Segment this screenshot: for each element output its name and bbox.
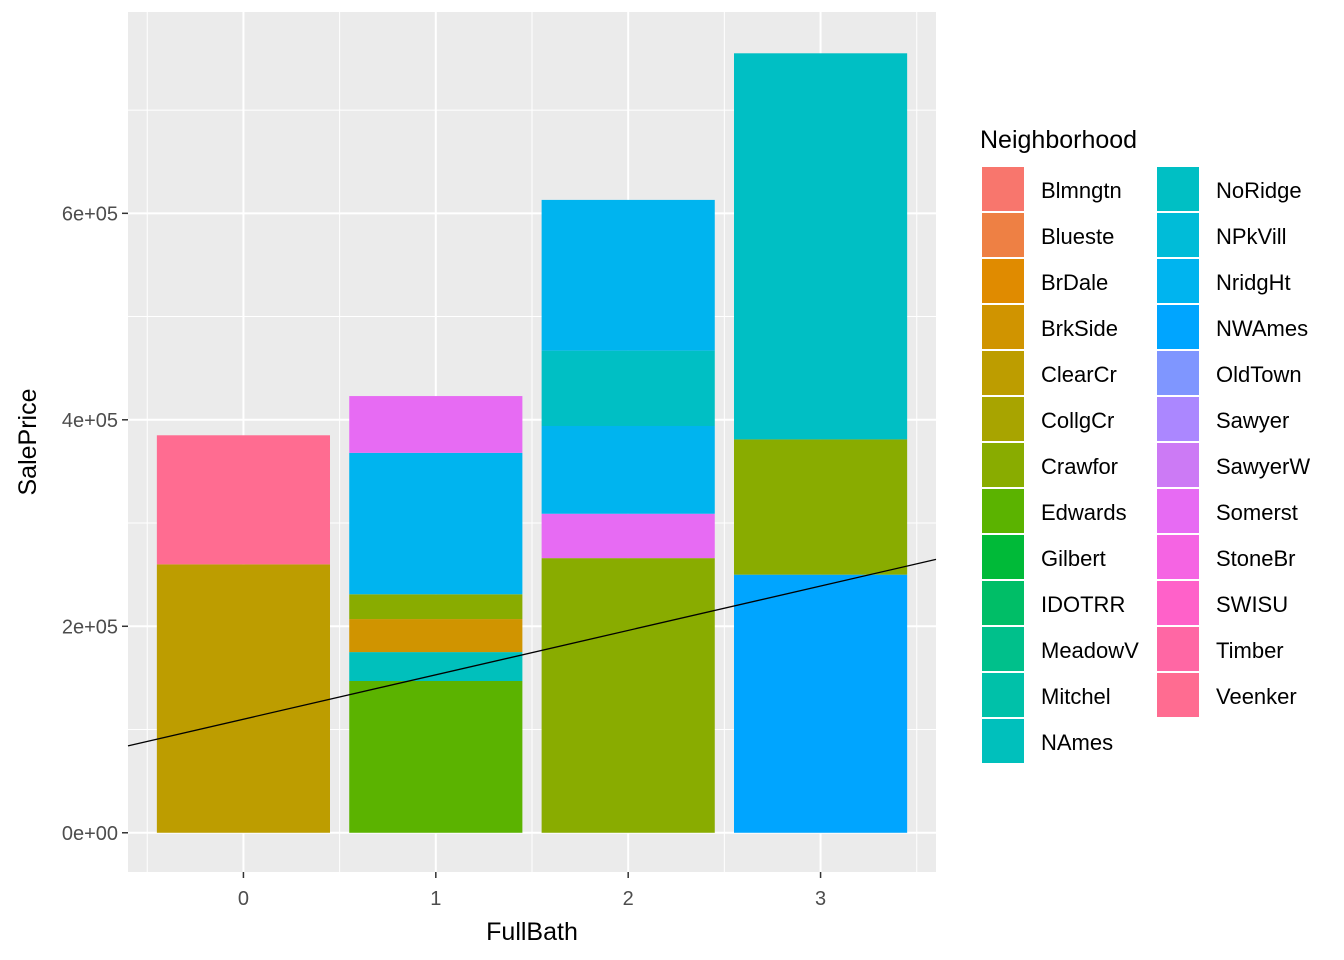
- bar-segment-edwards: [349, 681, 523, 833]
- y-axis-title: SalePrice: [14, 389, 42, 496]
- legend-label-brkside: BrkSide: [1041, 316, 1118, 341]
- legend-key-veenker: [1157, 673, 1199, 717]
- legend-label-veenker: Veenker: [1216, 684, 1297, 709]
- bar-segment-crawfor: [734, 439, 908, 575]
- legend-label-oldtown: OldTown: [1216, 362, 1302, 387]
- legend-label-blueste: Blueste: [1041, 224, 1114, 249]
- legend-label-timber: Timber: [1216, 638, 1284, 663]
- x-axis: 0 1 2 3: [238, 872, 826, 910]
- legend-key-crawfor: [982, 443, 1024, 487]
- bar-segment-noridge: [734, 53, 908, 440]
- legend-key-idotrr: [982, 581, 1024, 625]
- trend-line: [127, 558, 937, 747]
- legend-key-timber: [1157, 627, 1199, 671]
- bar-segment-crawfor: [349, 594, 523, 620]
- legend-key-edwards: [982, 489, 1024, 533]
- legend-label-names: NAmes: [1041, 730, 1113, 755]
- bar-segment-somerst: [349, 396, 523, 453]
- bars-layer: [156, 53, 908, 833]
- legend-label-sawyer: Sawyer: [1216, 408, 1289, 433]
- y-tick-label: 2e+05: [62, 616, 118, 638]
- bar-segment-noridge: [541, 350, 715, 426]
- legend-key-mitchel: [982, 673, 1024, 717]
- legend-key-noridge: [1157, 167, 1199, 211]
- bar-segment-brkside: [349, 619, 523, 653]
- legend-label-somerst: Somerst: [1216, 500, 1298, 525]
- x-axis-title: FullBath: [486, 918, 578, 946]
- legend-key-brdale: [982, 259, 1024, 303]
- legend: Neighborhood Blmngtn Blueste BrDale BrkSide…: [980, 126, 1310, 763]
- legend-label-crawfor: Crawfor: [1041, 454, 1118, 479]
- legend-key-swisu: [1157, 581, 1199, 625]
- legend-label-edwards: Edwards: [1041, 500, 1127, 525]
- legend-key-collgcr: [982, 397, 1024, 441]
- y-axis: 0e+00 2e+05 4e+05 6e+05: [62, 203, 128, 845]
- bar-segment-veenker: [156, 435, 330, 565]
- bar-segment-crawfor: [541, 558, 715, 833]
- legend-label-collgcr: CollgCr: [1041, 408, 1114, 433]
- bar-segment-nridght: [349, 452, 523, 595]
- y-tick-label: 4e+05: [62, 410, 118, 432]
- bar-segment-nwames: [734, 574, 908, 833]
- legend-label-blmngtn: Blmngtn: [1041, 178, 1122, 203]
- legend-label-stonebr: StoneBr: [1216, 546, 1296, 571]
- legend-key-gilbert: [982, 535, 1024, 579]
- legend-label-noridge: NoRidge: [1216, 178, 1302, 203]
- legend-key-sawyerw: [1157, 443, 1199, 487]
- legend-label-npkvill: NPkVill: [1216, 224, 1287, 249]
- legend-key-somerst: [1157, 489, 1199, 533]
- y-tick-label: 6e+05: [62, 203, 118, 225]
- legend-label-clearcr: ClearCr: [1041, 362, 1117, 387]
- legend-label-sawyerw: SawyerW: [1216, 454, 1310, 479]
- legend-label-gilbert: Gilbert: [1041, 546, 1106, 571]
- legend-label-idotrr: IDOTRR: [1041, 592, 1125, 617]
- legend-label-swisu: SWISU: [1216, 592, 1288, 617]
- bar-segment-clearcr: [156, 564, 330, 833]
- legend-label-mitchel: Mitchel: [1041, 684, 1111, 709]
- bar-segment-nridght: [541, 425, 715, 514]
- legend-label-nwames: NWAmes: [1216, 316, 1308, 341]
- legend-title: Neighborhood: [980, 126, 1137, 154]
- legend-key-blueste: [982, 213, 1024, 257]
- legend-key-meadowv: [982, 627, 1024, 671]
- legend-label-meadowv: MeadowV: [1041, 638, 1139, 663]
- bar-segment-names: [349, 652, 523, 682]
- bar-segment-somerst: [541, 513, 715, 559]
- legend-label-brdale: BrDale: [1041, 270, 1108, 295]
- trend-line-layer: [127, 558, 937, 747]
- x-tick-label: 2: [623, 888, 634, 910]
- legend-key-names: [982, 719, 1024, 763]
- legend-key-blmngtn: [982, 167, 1024, 211]
- legend-key-nwames: [1157, 305, 1199, 349]
- legend-key-stonebr: [1157, 535, 1199, 579]
- legend-key-nridght: [1157, 259, 1199, 303]
- legend-key-brkside: [982, 305, 1024, 349]
- y-tick-label: 0e+00: [62, 823, 118, 845]
- legend-key-clearcr: [982, 351, 1024, 395]
- x-tick-label: 1: [430, 888, 441, 910]
- x-tick-label: 0: [238, 888, 249, 910]
- legend-key-oldtown: [1157, 351, 1199, 395]
- x-tick-label: 3: [815, 888, 826, 910]
- legend-label-nridght: NridgHt: [1216, 270, 1291, 295]
- bar-segment-nridght: [541, 199, 715, 351]
- legend-key-npkvill: [1157, 213, 1199, 257]
- legend-key-sawyer: [1157, 397, 1199, 441]
